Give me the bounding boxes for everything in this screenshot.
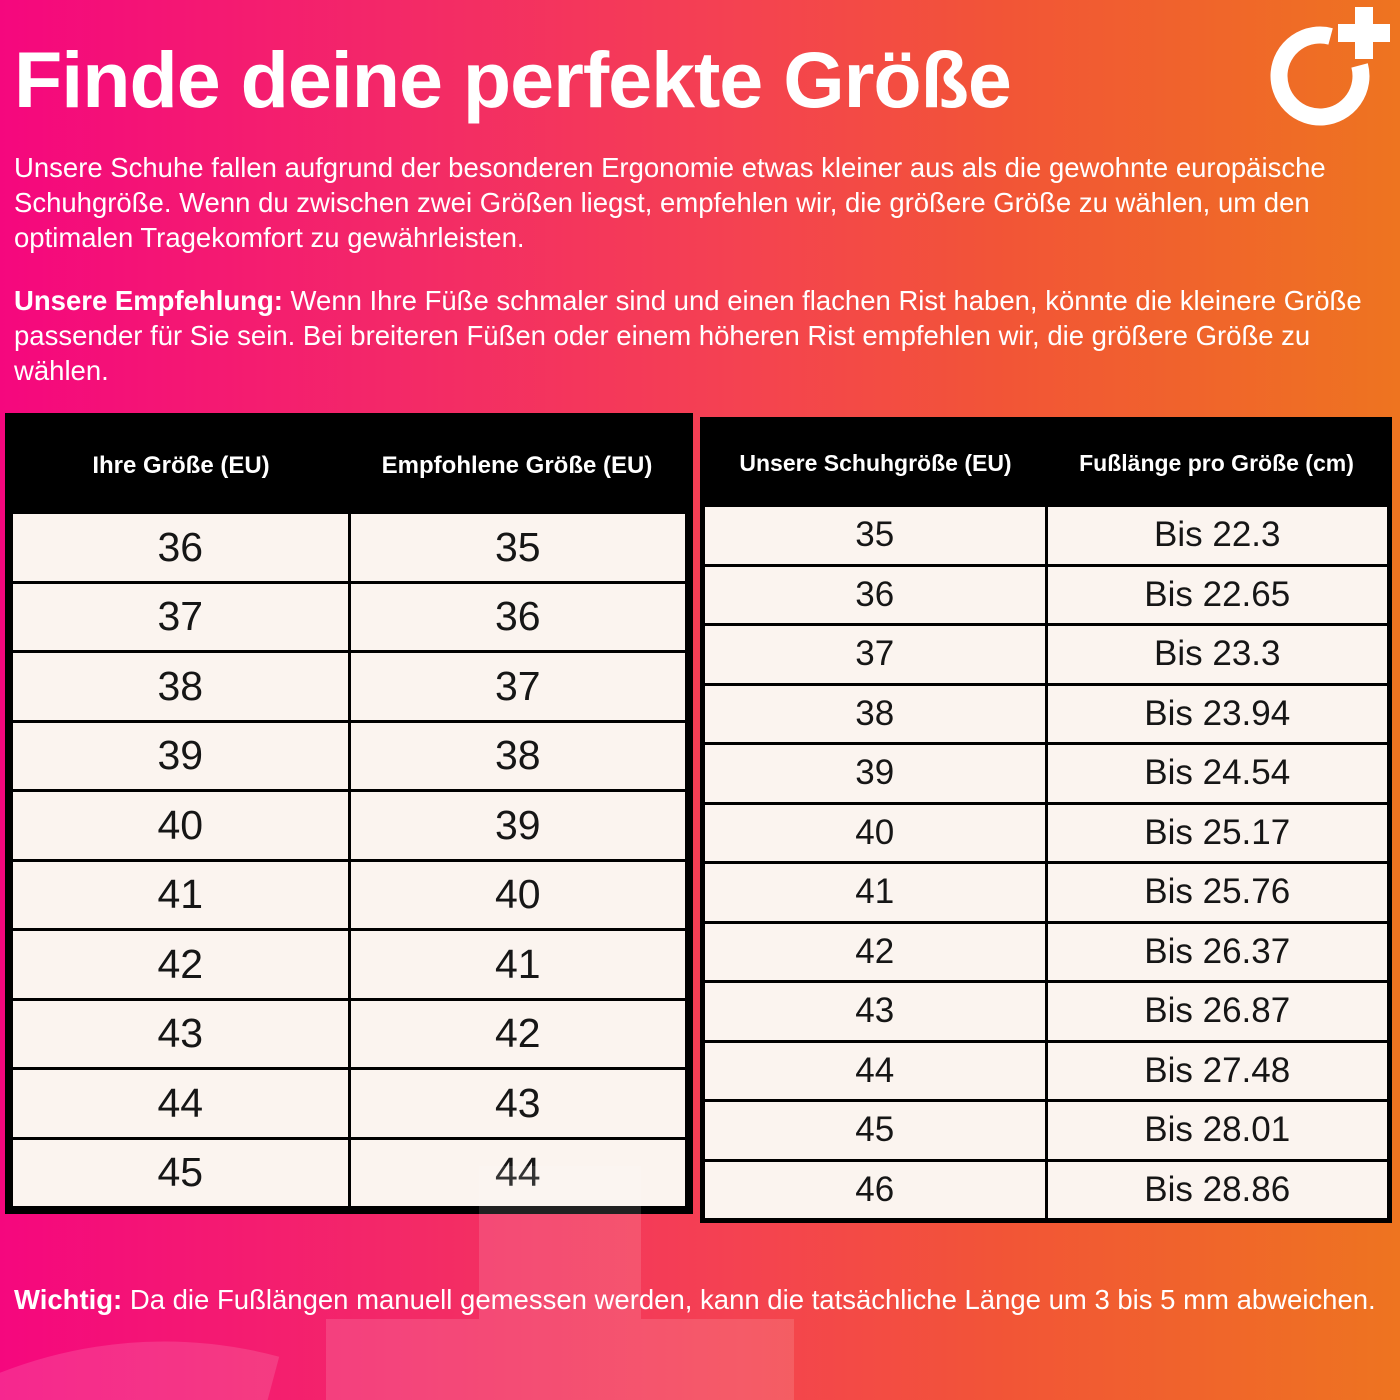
table-row: 43 Bis 26.87 (701, 980, 1391, 1043)
table-cell: Bis 25.17 (1044, 801, 1391, 864)
table-row: 44 Bis 27.48 (701, 1039, 1391, 1102)
table-cell: 41 (347, 928, 691, 1001)
table-cell: 44 (7, 1067, 351, 1140)
table-header-row: Ihre Größe (EU) Empfohlene Größe (EU) (9, 417, 689, 513)
table-row: 44 43 (7, 1067, 691, 1140)
table-cell: 38 (701, 682, 1048, 745)
table-row: 38 37 (7, 650, 691, 723)
table-cell: 42 (701, 920, 1048, 983)
table-cell: Bis 25.76 (1044, 861, 1391, 924)
table-row: 40 39 (7, 789, 691, 862)
table-cell: 39 (7, 719, 351, 792)
table-cell: 41 (701, 861, 1048, 924)
table-row: 41 Bis 25.76 (701, 861, 1391, 924)
table-row: 36 Bis 22.65 (701, 563, 1391, 626)
table-cell: Bis 26.87 (1044, 980, 1391, 1043)
table-row: 36 35 (7, 511, 691, 584)
foot-length-table-body: 35 Bis 22.3 36 Bis 22.65 37 Bis 23.3 38 Bis 23.… (701, 504, 1391, 1222)
size-conversion-table-body: 36 35 37 36 38 37 39 38 40 39 41 40 42 41 43 42 44 43 45 44 (7, 511, 691, 1212)
table-cell: Bis 26.37 (1044, 920, 1391, 983)
table-cell: 35 (347, 511, 691, 584)
table-row: 39 38 (7, 719, 691, 792)
important-note-label: Wichtig: (14, 1284, 123, 1315)
table-cell: 45 (7, 1136, 351, 1212)
column-header-recommended-size: Empfohlene Größe (EU) (349, 417, 689, 513)
recommendation-label: Unsere Empfehlung: (14, 285, 283, 316)
table-cell: 43 (701, 980, 1048, 1043)
table-header-row: Unsere Schuhgröße (EU) Fußlänge pro Größ… (702, 419, 1390, 506)
size-conversion-table-head: Ihre Größe (EU) Empfohlene Größe (EU) (9, 417, 689, 513)
table-row: 42 41 (7, 928, 691, 1001)
size-conversion-table: Ihre Größe (EU) Empfohlene Größe (EU) 36… (5, 413, 693, 1214)
o-plus-logo-icon (1270, 7, 1390, 126)
table-cell: 36 (701, 563, 1048, 626)
table-row: 37 Bis 23.3 (701, 623, 1391, 686)
intro-text: Unsere Schuhe fallen aufgrund der besond… (14, 152, 1326, 253)
table-cell: 40 (701, 801, 1048, 864)
table-cell: 39 (701, 742, 1048, 805)
table-cell: 38 (7, 650, 351, 723)
recommendation-body: Wenn Ihre Füße schmaler sind und einen f… (14, 285, 1362, 386)
table-cell: 42 (347, 997, 691, 1070)
table-cell: Bis 27.48 (1044, 1039, 1391, 1102)
column-header-foot-length: Fußlänge pro Größe (cm) (1046, 419, 1390, 506)
table-row: 43 42 (7, 997, 691, 1070)
important-note-body: Da die Fußlängen manuell gemessen werden… (122, 1284, 1376, 1315)
table-cell: Bis 23.94 (1044, 682, 1391, 745)
table-row: 45 44 (7, 1136, 691, 1212)
table-cell: 40 (347, 858, 691, 931)
table-cell: 44 (347, 1136, 691, 1212)
table-cell: 37 (701, 623, 1048, 686)
table-cell: Bis 24.54 (1044, 742, 1391, 805)
table-cell: 43 (7, 997, 351, 1070)
table-row: 46 Bis 28.86 (701, 1158, 1391, 1222)
table-row: 45 Bis 28.01 (701, 1099, 1391, 1162)
column-header-shoe-size: Unsere Schuhgröße (EU) (702, 419, 1046, 506)
page-title: Finde deine perfekte Größe (14, 35, 1012, 124)
table-cell: 42 (7, 928, 351, 1001)
table-cell: 43 (347, 1067, 691, 1140)
table-cell: 38 (347, 719, 691, 792)
table-cell: 40 (7, 789, 351, 862)
table-cell: Bis 28.01 (1044, 1099, 1391, 1162)
table-cell: 39 (347, 789, 691, 862)
table-cell: 45 (701, 1099, 1048, 1162)
foot-length-table-head: Unsere Schuhgröße (EU) Fußlänge pro Größ… (702, 419, 1390, 506)
table-cell: 36 (347, 580, 691, 653)
table-row: 42 Bis 26.37 (701, 920, 1391, 983)
brand-logo (1254, 6, 1394, 146)
table-cell: 37 (7, 580, 351, 653)
table-cell: 46 (701, 1158, 1048, 1222)
table-cell: Bis 22.65 (1044, 563, 1391, 626)
important-note: Wichtig: Da die Fußlängen manuell gemess… (14, 1281, 1392, 1318)
table-cell: 35 (701, 504, 1048, 567)
table-cell: 37 (347, 650, 691, 723)
table-row: 38 Bis 23.94 (701, 682, 1391, 745)
table-cell: Bis 22.3 (1044, 504, 1391, 567)
table-cell: 36 (7, 511, 351, 584)
table-row: 35 Bis 22.3 (701, 504, 1391, 567)
table-cell: 41 (7, 858, 351, 931)
table-row: 37 36 (7, 580, 691, 653)
table-row: 39 Bis 24.54 (701, 742, 1391, 805)
table-cell: Bis 28.86 (1044, 1158, 1391, 1222)
foot-length-table: Unsere Schuhgröße (EU) Fußlänge pro Größ… (700, 417, 1392, 1223)
table-row: 41 40 (7, 858, 691, 931)
recommendation-text: Unsere Empfehlung: Wenn Ihre Füße schmal… (14, 283, 1392, 388)
table-cell: 44 (701, 1039, 1048, 1102)
column-header-your-size: Ihre Größe (EU) (9, 417, 349, 513)
table-cell: Bis 23.3 (1044, 623, 1391, 686)
table-row: 40 Bis 25.17 (701, 801, 1391, 864)
